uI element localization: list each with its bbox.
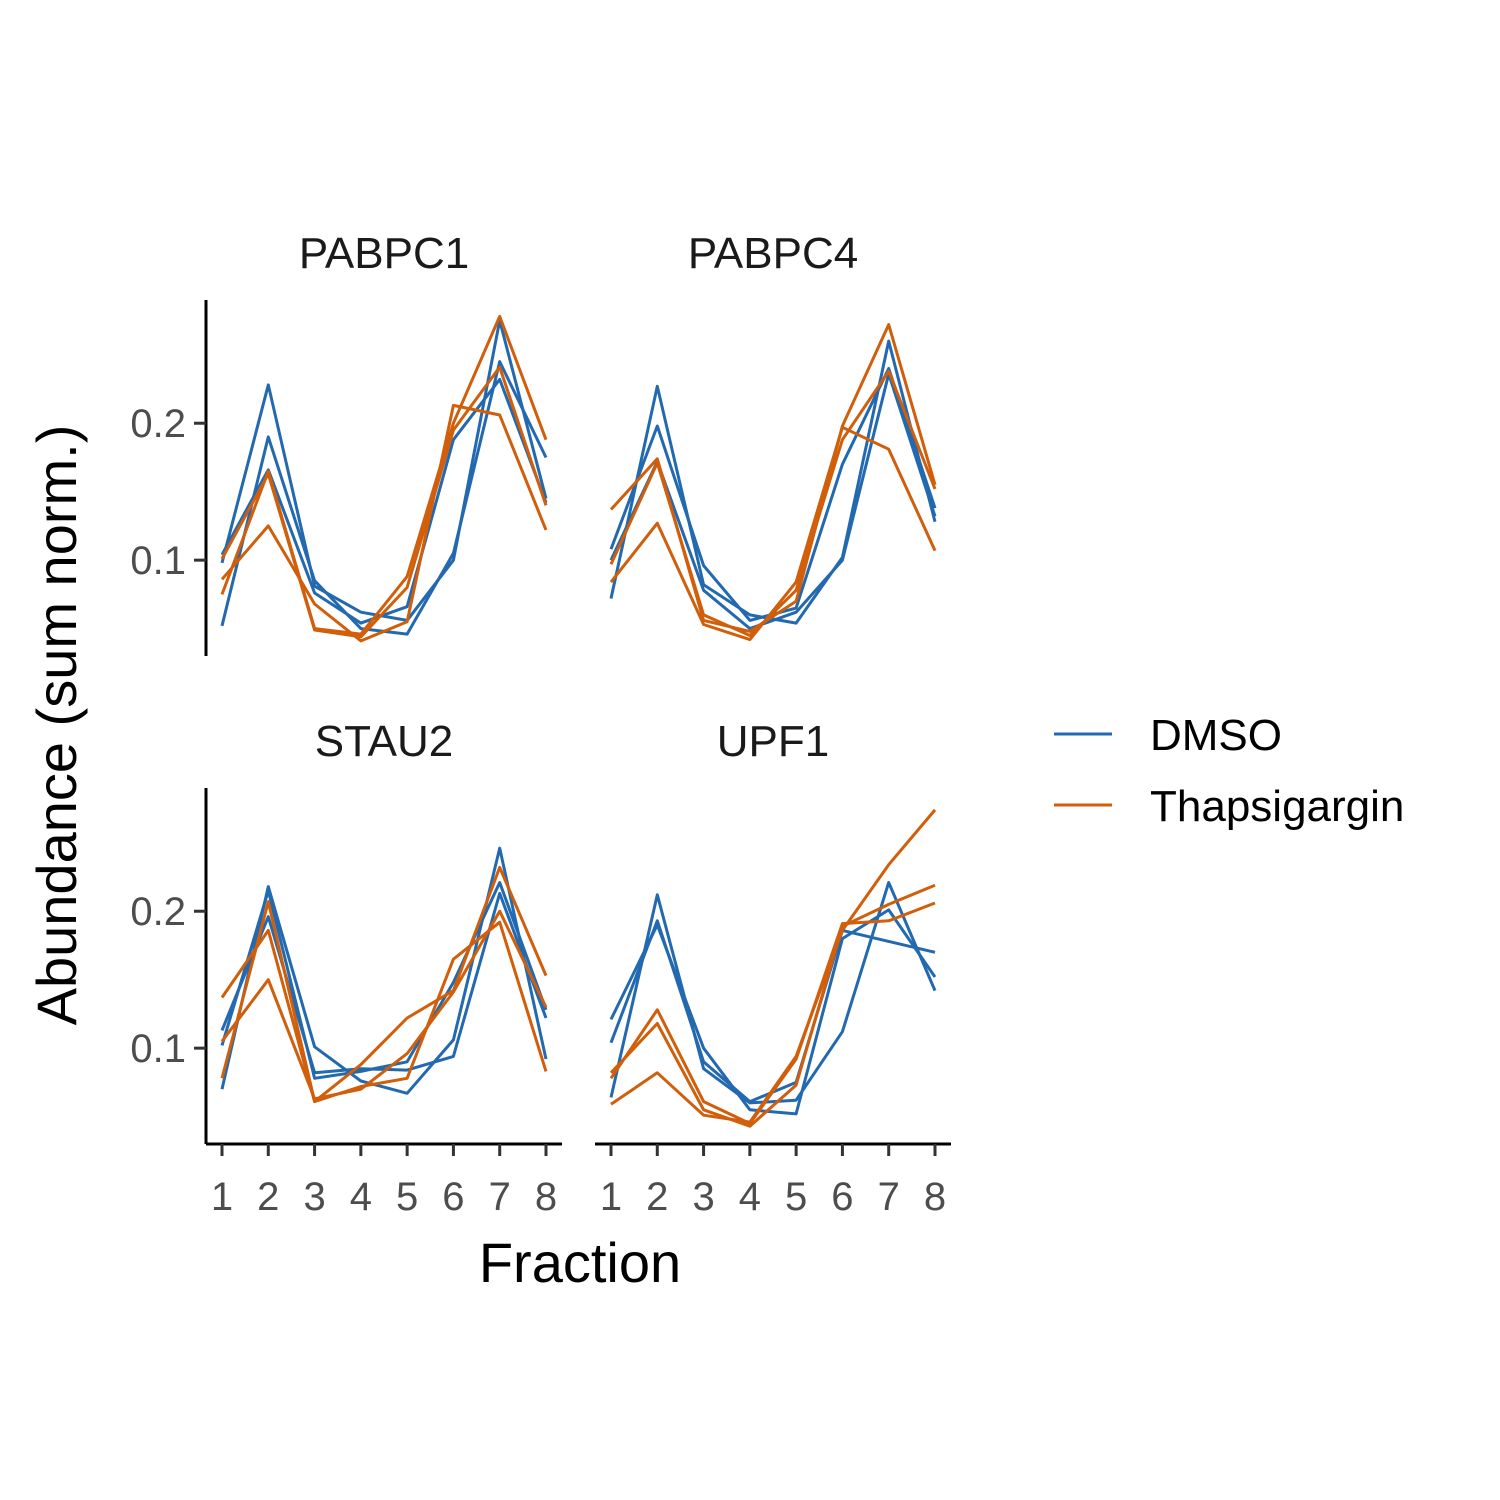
facet-title-pabpc4: PABPC4: [688, 229, 858, 278]
y-tick-label-pabpc1-1: 0.1: [130, 539, 186, 583]
x-tick-label-stau2-7: 7: [489, 1175, 511, 1219]
series-line-pabpc4-thapsigargin-5: [609, 425, 937, 642]
x-axis-title: Fraction: [479, 1231, 681, 1294]
y-tick-label-stau2-1: 0.1: [130, 1027, 186, 1071]
x-tick-label-upf1-8: 8: [924, 1175, 946, 1219]
x-tick-label-stau2-4: 4: [350, 1175, 372, 1219]
x-tick-label-upf1-2: 2: [646, 1175, 668, 1219]
series-line-pabpc4-dmso-2: [609, 367, 937, 622]
x-tick-label-upf1-7: 7: [878, 1175, 900, 1219]
x-tick-label-stau2-2: 2: [257, 1175, 279, 1219]
x-tick-label-upf1-6: 6: [831, 1175, 853, 1219]
y-tick-label-pabpc1-2: 0.2: [130, 402, 186, 446]
facet-pabpc4: PABPC4: [609, 229, 937, 642]
series-line-stau2-thapsigargin-4: [220, 865, 548, 1104]
x-tick-label-stau2-6: 6: [442, 1175, 464, 1219]
legend: DMSO Thapsigargin: [1054, 711, 1404, 831]
series-line-stau2-thapsigargin-5: [220, 900, 548, 1104]
x-tick-label-stau2-3: 3: [303, 1175, 325, 1219]
series-line-pabpc4-dmso-3: [609, 372, 937, 631]
x-tick-label-stau2-1: 1: [211, 1175, 233, 1219]
y-axis-title: Abundance (sum norm.): [25, 425, 88, 1026]
series-line-pabpc1-thapsigargin-5: [220, 403, 548, 643]
series-line-pabpc1-thapsigargin-6: [220, 365, 548, 639]
series-line-stau2-dmso-2: [220, 891, 548, 1075]
x-tick-label-stau2-5: 5: [396, 1175, 418, 1219]
series-line-stau2-thapsigargin-6: [220, 909, 548, 1101]
facet-title-upf1: UPF1: [717, 717, 829, 766]
legend-label-dmso: DMSO: [1150, 711, 1282, 760]
x-tick-label-stau2-8: 8: [535, 1175, 557, 1219]
series-line-pabpc1-thapsigargin-4: [220, 314, 548, 636]
series-line-upf1-thapsigargin-6: [609, 883, 936, 1128]
x-tick-label-upf1-5: 5: [785, 1175, 807, 1219]
x-tick-label-upf1-1: 1: [600, 1175, 622, 1219]
series-line-upf1-thapsigargin-5: [609, 901, 936, 1125]
facet-pabpc1: PABPC1 0.1 0.2: [130, 229, 548, 656]
x-tick-label-upf1-4: 4: [739, 1175, 761, 1219]
facet-title-pabpc1: PABPC1: [299, 229, 469, 278]
series-line-stau2-dmso-1: [220, 846, 548, 1095]
series-line-pabpc1-dmso-2: [220, 360, 548, 636]
legend-label-thapsigargin: Thapsigargin: [1150, 782, 1404, 831]
facet-stau2: STAU2 0.1 0.2 1 2 3 4 5 6 7 8: [130, 717, 562, 1219]
series-line-stau2-dmso-3: [220, 881, 548, 1080]
series-line-upf1-thapsigargin-4: [610, 808, 937, 1124]
x-tick-label-upf1-3: 3: [692, 1175, 714, 1219]
facet-upf1: UPF1 1 2 3 4 5 6 7 8: [595, 717, 951, 1219]
series-line-upf1-dmso-1: [609, 881, 937, 1105]
series-line-pabpc4-thapsigargin-6: [609, 369, 937, 637]
facet-title-stau2: STAU2: [315, 717, 454, 766]
y-tick-label-stau2-2: 0.2: [130, 890, 186, 934]
series-line-pabpc1-dmso-3: [220, 377, 548, 625]
